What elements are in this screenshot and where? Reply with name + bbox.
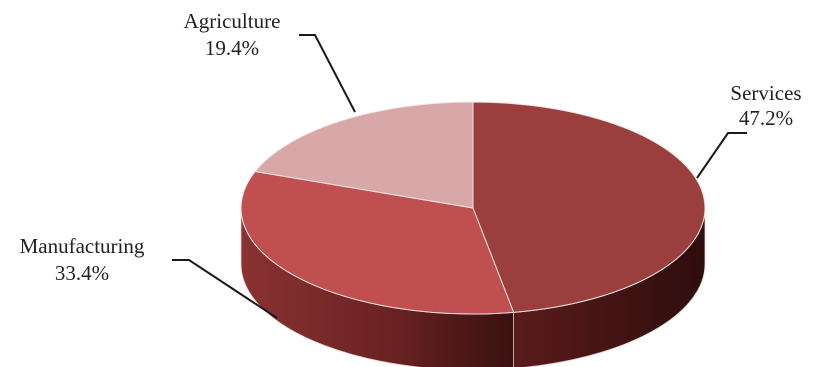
slice-value-manufacturing: 33.4% <box>55 261 109 285</box>
pie-tops <box>240 101 706 315</box>
pie-slice-agriculture <box>254 101 474 209</box>
pie-slice-manufacturing <box>240 170 515 315</box>
slice-value-agriculture: 19.4% <box>205 36 259 60</box>
leader-line-services <box>696 132 747 179</box>
pie-slice-services <box>472 101 706 313</box>
slice-label-manufacturing: Manufacturing <box>20 234 145 258</box>
slice-label-agriculture: Agriculture <box>184 9 281 33</box>
slice-value-services: 47.2% <box>739 106 793 130</box>
slice-label-services: Services <box>730 81 801 105</box>
leader-line-agriculture <box>299 34 356 113</box>
leader-line-manufacturing <box>172 259 278 319</box>
